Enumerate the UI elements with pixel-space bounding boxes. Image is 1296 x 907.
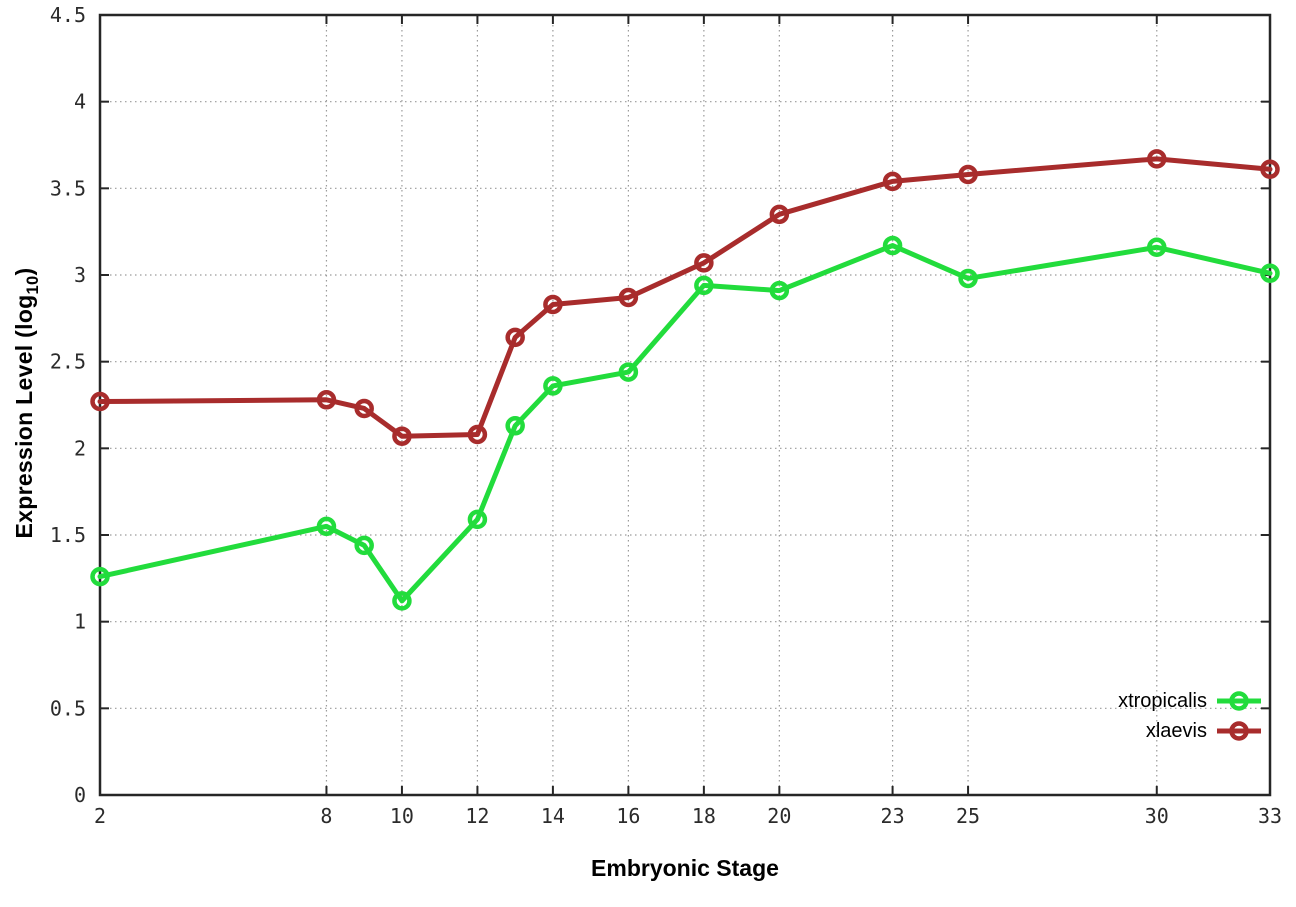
plot-border: [98, 13, 1272, 797]
legend-item-xtropicalis: xtropicalis: [1118, 686, 1262, 716]
data-point-xlaevis-stage-9: [354, 398, 374, 419]
data-point-xtropicalis-stage-2: [90, 566, 110, 587]
legend-line-circle-icon: [1217, 721, 1261, 741]
data-point-xtropicalis-stage-25: [958, 268, 978, 289]
y-axis-title-text: Expression Level (log: [11, 294, 38, 539]
x-tick-label: 2: [94, 804, 106, 828]
data-point-xlaevis-stage-18: [694, 253, 714, 273]
data-point-xlaevis-stage-33: [1260, 159, 1280, 180]
data-point-xlaevis-stage-10: [392, 426, 412, 446]
x-tick-label: 23: [881, 804, 905, 828]
x-tick-label: 8: [320, 804, 332, 828]
data-point-xlaevis-stage-13: [505, 327, 525, 348]
x-tick-label: 25: [956, 804, 980, 828]
y-tick-label: 0.5: [50, 696, 86, 720]
data-point-xtropicalis-stage-23: [882, 235, 903, 256]
series-line-xlaevis: [97, 156, 1273, 439]
x-tick-label: 20: [767, 804, 791, 828]
data-point-xtropicalis-stage-14: [543, 376, 563, 396]
y-axis-title-close: ): [11, 267, 38, 276]
data-point-xtropicalis-stage-13: [505, 416, 525, 436]
y-tick-label: 3.5: [50, 176, 86, 200]
x-tick-label: 12: [465, 804, 489, 828]
legend-line-circle-icon: [1217, 691, 1261, 711]
series-line-xtropicalis: [97, 243, 1273, 604]
y-tick-label: 1: [74, 610, 86, 634]
x-axis-title: Embryonic Stage: [591, 855, 779, 881]
legend: xtropicalis xlaevis: [1118, 686, 1262, 746]
x-tick-label: 10: [390, 804, 414, 828]
legend-label-xlaevis: xlaevis: [1145, 719, 1207, 742]
y-axis-title: Expression Level (log10): [11, 267, 43, 538]
data-point-xtropicalis-stage-33: [1260, 263, 1280, 284]
data-point-xtropicalis-stage-20: [769, 280, 790, 301]
y-tick-label: 0: [74, 783, 86, 807]
y-tick-label: 4.5: [50, 3, 86, 27]
y-tick-label: 3: [74, 263, 86, 287]
y-axis-title-subscript: 10: [22, 275, 42, 295]
data-point-xlaevis-stage-30: [1147, 149, 1167, 169]
data-point-xtropicalis-stage-9: [354, 535, 374, 556]
x-tick-label: 16: [616, 804, 640, 828]
x-tick-label: 33: [1258, 804, 1282, 828]
legend-item-xlaevis: xlaevis: [1118, 716, 1262, 746]
legend-label-xtropicalis: xtropicalis: [1118, 689, 1207, 712]
x-tick-label: 14: [541, 804, 565, 828]
data-point-xlaevis-stage-14: [543, 294, 563, 315]
y-tick-label: 4: [74, 90, 86, 114]
data-point-xtropicalis-stage-18: [694, 275, 714, 296]
data-point-xtropicalis-stage-12: [467, 509, 488, 530]
data-point-xlaevis-stage-25: [958, 164, 978, 185]
data-point-xlaevis-stage-2: [90, 391, 110, 412]
data-point-xlaevis-stage-23: [882, 171, 903, 192]
data-point-xlaevis-stage-8: [316, 390, 337, 410]
data-point-xtropicalis-stage-8: [316, 516, 337, 537]
data-point-xtropicalis-stage-30: [1147, 237, 1167, 258]
y-tick-label: 2.5: [50, 350, 86, 374]
x-tick-label: 30: [1145, 804, 1169, 828]
data-point-xlaevis-stage-12: [467, 424, 488, 445]
y-tick-label: 2: [74, 436, 86, 460]
x-tick-label: 18: [692, 804, 716, 828]
data-point-xlaevis-stage-20: [769, 204, 790, 225]
y-tick-label: 1.5: [50, 523, 86, 547]
data-point-xlaevis-stage-16: [618, 287, 639, 308]
data-point-xtropicalis-stage-16: [618, 362, 639, 382]
data-point-xtropicalis-stage-10: [392, 591, 412, 611]
